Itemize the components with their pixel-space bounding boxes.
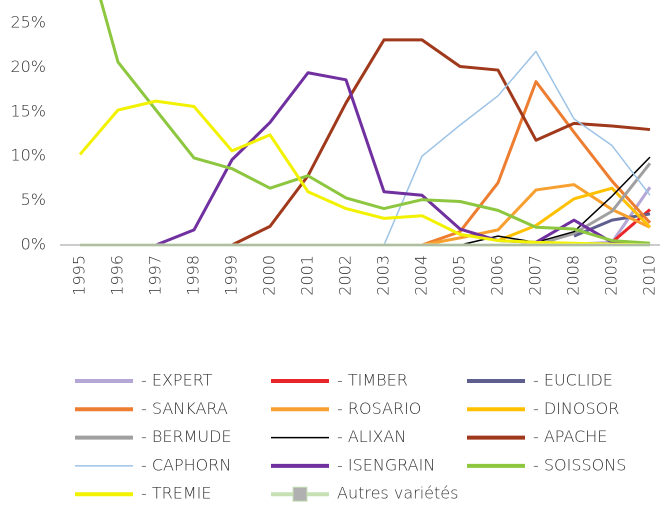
y-tick-label: 10% <box>10 146 46 165</box>
legend-marker <box>292 486 308 502</box>
plot-lines <box>78 0 652 247</box>
y-tick-label: 25% <box>10 13 46 32</box>
x-tick-label: 2010 <box>640 255 659 296</box>
x-tick-label: 2005 <box>450 255 469 296</box>
x-tick-label: 1996 <box>108 255 127 296</box>
legend-label: - DINOSOR <box>533 399 619 418</box>
x-tick-label: 1999 <box>222 255 241 296</box>
legend-label: - SANKARA <box>141 399 228 418</box>
series-line <box>80 71 651 247</box>
legend-label: - ALIXAN <box>337 427 406 446</box>
x-tick-label: 2007 <box>526 255 545 296</box>
legend-label: - TIMBER <box>337 371 408 390</box>
x-tick-label: 2006 <box>488 255 507 296</box>
legend-label: - ROSARIO <box>337 399 421 418</box>
x-tick-label: 2004 <box>412 255 431 296</box>
x-tick-label: 1998 <box>184 255 203 296</box>
y-tick-label: 5% <box>21 190 46 209</box>
x-tick-label: 2009 <box>602 255 621 296</box>
x-tick-label: 1997 <box>146 255 165 296</box>
legend-label: - SOISSONS <box>533 455 626 474</box>
x-tick-label: 1995 <box>70 255 89 296</box>
series-line <box>78 99 651 247</box>
legend-label: - APACHE <box>533 427 607 446</box>
series-line <box>421 80 652 247</box>
x-tick-label: 2000 <box>260 255 279 296</box>
x-tick-label: 2003 <box>374 255 393 296</box>
x-tick-label: 2002 <box>336 255 355 296</box>
x-tick-label: 2008 <box>564 255 583 296</box>
x-tick-label: 2001 <box>298 255 317 296</box>
y-tick-label: 20% <box>10 57 46 76</box>
series-line <box>99 0 651 245</box>
legend-label: Autres variétés <box>337 484 458 503</box>
legend-label: - EUCLIDE <box>533 371 613 390</box>
legend-label: - BERMUDE <box>141 427 232 446</box>
y-tick-label: 0% <box>21 235 46 254</box>
series-line <box>80 50 651 246</box>
legend-label: - CAPHORN <box>141 455 231 474</box>
legend-label: - ISENGRAIN <box>337 455 435 474</box>
series-line <box>497 186 652 242</box>
legend-label: - EXPERT <box>141 371 213 390</box>
series-line <box>535 162 652 247</box>
y-tick-label: 15% <box>10 101 46 120</box>
legend-label: - TREMIE <box>141 484 212 503</box>
